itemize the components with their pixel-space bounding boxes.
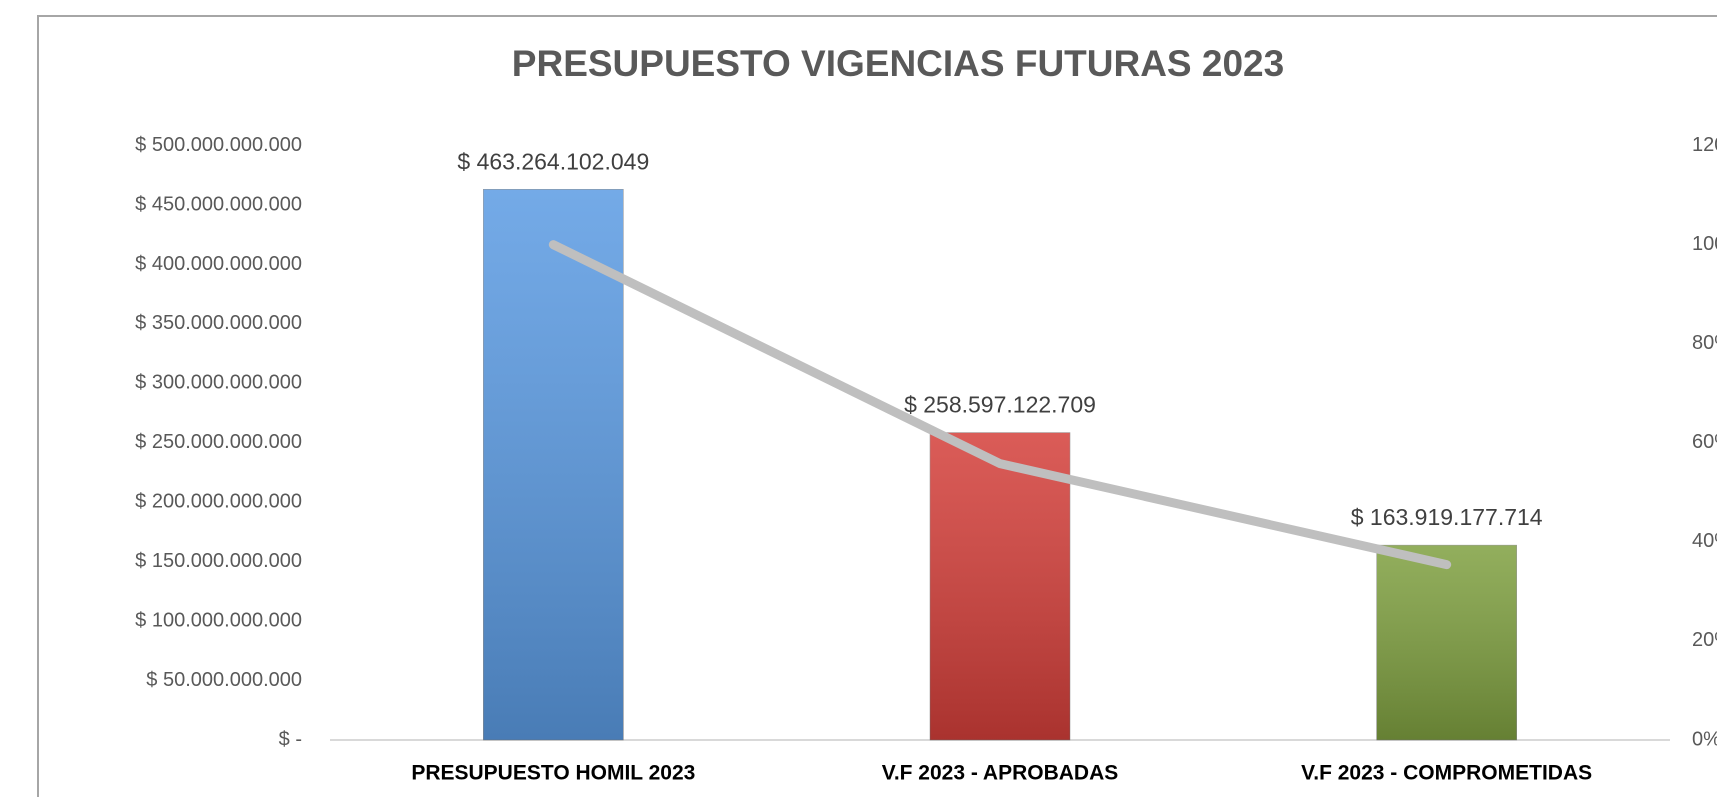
data-label: $ 258.597.122.709 <box>904 392 1096 418</box>
x-tick-label: V.F 2023 - APROBADAS <box>882 762 1119 785</box>
chart-frame <box>37 15 1717 797</box>
y2-tick-label: 60% <box>1692 431 1717 453</box>
y2-tick-label: 80% <box>1692 332 1717 354</box>
bar-shade <box>930 432 1070 740</box>
data-label: $ 463.264.102.049 <box>457 148 649 174</box>
y-tick-label: $ 200.000.000.000 <box>135 491 302 513</box>
y-tick-label: $ 500.000.000.000 <box>135 134 302 156</box>
line-series <box>548 240 1452 570</box>
bar-shade <box>483 189 624 741</box>
chart-title: PRESUPUESTO VIGENCIAS FUTURAS 2023 <box>512 43 1284 84</box>
y2-tick-label: 120% <box>1692 134 1717 156</box>
y-tick-label: $ 50.000.000.000 <box>146 669 302 691</box>
y-tick-label: $ - <box>279 728 302 750</box>
data-label: $ 163.919.177.714 <box>1351 504 1543 530</box>
x-tick-label: PRESUPUESTO HOMIL 2023 <box>411 762 695 785</box>
y-tick-label: $ 300.000.000.000 <box>135 372 302 394</box>
y-tick-label: $ 150.000.000.000 <box>135 550 302 572</box>
x-tick-label: V.F 2023 - COMPROMETIDAS <box>1301 762 1592 785</box>
bar-shade <box>1376 545 1517 740</box>
y2-tick-label: 40% <box>1692 530 1717 552</box>
y-tick-label: $ 250.000.000.000 <box>135 431 302 453</box>
y2-tick-label: 20% <box>1692 629 1717 651</box>
y-tick-label: $ 350.000.000.000 <box>135 312 302 334</box>
y-tick-label: $ 400.000.000.000 <box>135 253 302 275</box>
y2-tick-label: 0% <box>1692 728 1717 750</box>
y-tick-label: $ 450.000.000.000 <box>135 193 302 215</box>
y-tick-label: $ 100.000.000.000 <box>135 609 302 631</box>
y2-tick-label: 100% <box>1692 233 1717 255</box>
